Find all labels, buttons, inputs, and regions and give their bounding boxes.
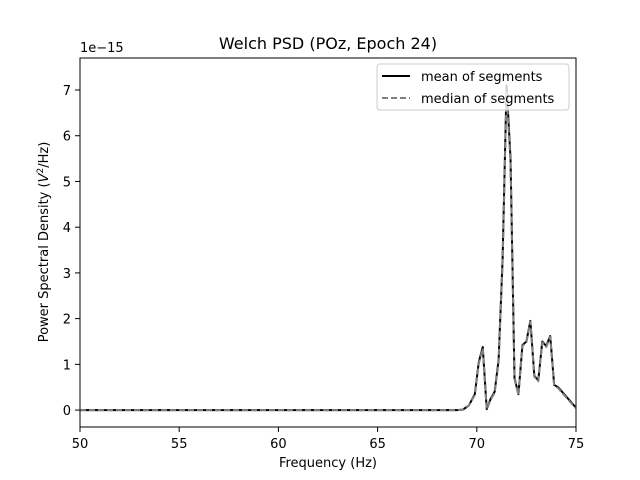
- x-tick-label: 65: [369, 437, 386, 452]
- y-axis-label-unit: V: [37, 172, 52, 182]
- y-offset-text: 1e−15: [80, 41, 124, 56]
- y-tick-label: 5: [63, 175, 71, 190]
- y-tick-label: 4: [63, 221, 71, 236]
- x-tick-label: 70: [469, 437, 486, 452]
- y-tick-label: 7: [63, 84, 71, 99]
- x-tick-label: 60: [270, 437, 287, 452]
- legend-label-mean: mean of segments: [421, 70, 543, 85]
- y-tick-label: 2: [63, 313, 71, 328]
- y-tick-label: 3: [63, 267, 71, 282]
- x-tick-label: 75: [568, 437, 585, 452]
- y-axis-label: Power Spectral Density (V2/Hz): [36, 142, 52, 343]
- legend-label-median: median of segments: [421, 92, 555, 107]
- series-layer: [80, 84, 576, 412]
- x-tick-label: 55: [171, 437, 188, 452]
- x-tick-label: 50: [72, 437, 89, 452]
- y-axis: 0 1 2 3 4 5 6 7: [63, 84, 80, 419]
- y-axis-label-suffix: /Hz): [37, 142, 52, 168]
- y-tick-label: 6: [63, 130, 71, 145]
- legend: mean of segments median of segments: [376, 63, 570, 111]
- x-axis: 50 55 60 65 70 75: [72, 427, 585, 452]
- y-tick-label: 1: [63, 358, 71, 373]
- y-axis-label-prefix: Power Spectral Density (: [37, 182, 52, 342]
- chart-title: Welch PSD (POz, Epoch 24): [219, 34, 437, 53]
- series-line-median: [80, 91, 576, 412]
- plot-frame: [79, 57, 577, 428]
- legend-box: [376, 63, 570, 111]
- y-axis-label-exponent: 2: [36, 168, 46, 174]
- series-line-mean: [80, 84, 576, 412]
- x-axis-label: Frequency (Hz): [279, 456, 377, 471]
- plot-area: [80, 84, 576, 412]
- y-tick-label: 0: [63, 404, 71, 419]
